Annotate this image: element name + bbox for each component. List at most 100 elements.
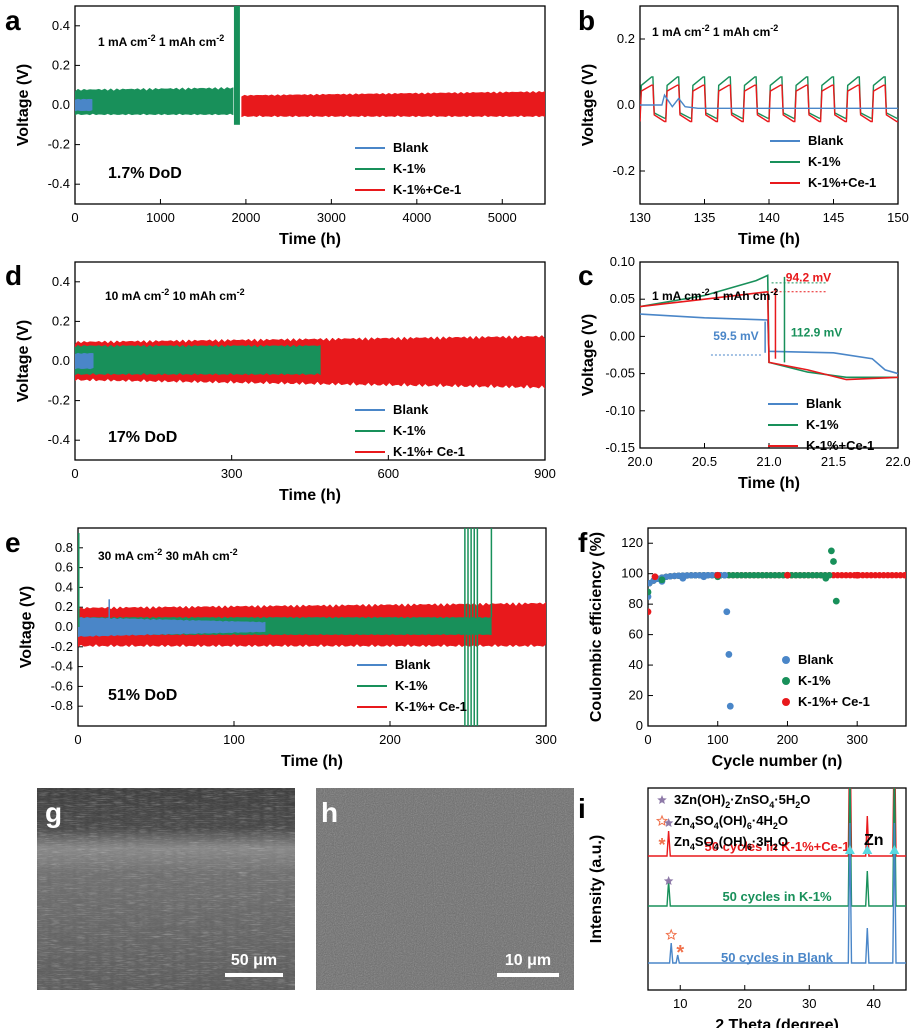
y-axis-title: Voltage (V) xyxy=(15,320,32,402)
zn-triangle-marker xyxy=(889,845,900,854)
series-line-Blank xyxy=(640,93,898,109)
plot-frame xyxy=(647,787,907,991)
zn-triangle-marker xyxy=(862,845,873,854)
xrd-pattern xyxy=(648,788,906,907)
star-marker xyxy=(663,876,674,885)
y-tick-label: 0.0 xyxy=(55,619,73,634)
chart-panel-i: i 10 20 30 40 2 Theta (degree) Intensity (a.u.… xyxy=(578,787,907,1028)
y-tick-label: 0.2 xyxy=(52,57,70,72)
x-tick-label: 3000 xyxy=(317,210,346,225)
x-tick-label: 300 xyxy=(846,732,868,747)
xrd-label: 50 cycles in Blank xyxy=(721,950,834,965)
plot-area xyxy=(75,335,545,390)
data-point xyxy=(651,573,659,581)
x-tick-label: 22.0 xyxy=(885,454,910,469)
plot-area xyxy=(648,547,906,710)
plot-area xyxy=(640,76,898,123)
y-tick-label: 0.8 xyxy=(55,540,73,555)
y-tick-label: 40 xyxy=(629,657,643,672)
scale-label-h: 10 μm xyxy=(505,952,551,969)
legend-label: K-1% xyxy=(393,161,426,176)
panel-label-g: g xyxy=(45,797,62,828)
x-axis-title: Time (h) xyxy=(281,753,343,770)
y-tick-label: -0.10 xyxy=(605,403,635,418)
y-axis-title: Voltage (V) xyxy=(580,64,597,146)
x-tick-label: 40 xyxy=(867,996,881,1011)
y-tick-label: -0.2 xyxy=(48,393,70,408)
chart-panel-b: b 130 135 140 145 150 -0.2 0.0 0.2 Time (h) Voltag… xyxy=(578,5,909,248)
y-tick-label: 0.4 xyxy=(55,579,73,594)
y-tick-label: 100 xyxy=(621,566,643,581)
sem-image-h: h 10 μm xyxy=(316,788,574,990)
x-axis-title: Time (h) xyxy=(738,475,800,492)
legend-marker xyxy=(782,698,790,706)
xrd-label: 50 cycles in K-1% xyxy=(722,889,832,904)
plot-area xyxy=(75,6,545,125)
y-tick-label: 0.4 xyxy=(52,274,70,289)
legend-entry: Zn4SO4(OH)6·3H2O xyxy=(674,834,788,852)
x-tick-label: 300 xyxy=(221,466,243,481)
y-axis-title: Voltage (V) xyxy=(18,586,35,668)
data-point xyxy=(726,702,734,710)
x-tick-label: 5000 xyxy=(488,210,517,225)
legend-marker xyxy=(782,656,790,664)
y-tick-label: 0.2 xyxy=(55,599,73,614)
xrd-pattern xyxy=(648,822,906,964)
annotation-59-5mV: 59.5 mV xyxy=(713,329,758,343)
legend-entry: 3Zn(OH)2·ZnSO4·5H2O xyxy=(674,792,810,810)
plot-area xyxy=(648,788,906,964)
data-point xyxy=(832,597,840,605)
y-tick-label: -0.05 xyxy=(605,366,635,381)
data-point xyxy=(679,574,687,582)
plot-area xyxy=(78,528,546,726)
legend-star: * xyxy=(658,835,665,855)
y-tick-label: -0.6 xyxy=(51,678,73,693)
x-tick-label: 1000 xyxy=(146,210,175,225)
y-tick-label: 60 xyxy=(629,627,643,642)
y-axis-title: Voltage (V) xyxy=(15,64,32,146)
y-tick-label: 0.0 xyxy=(52,97,70,112)
legend-label: K-1% xyxy=(395,678,428,693)
data-point xyxy=(658,576,666,584)
scale-label-g: 50 μm xyxy=(231,952,277,969)
x-axis-title: Time (h) xyxy=(279,487,341,504)
panel-label-a: a xyxy=(5,5,21,36)
data-point xyxy=(853,571,861,579)
data-point xyxy=(784,571,791,579)
series-line-K-1%+Ce-1 xyxy=(640,84,898,123)
data-point xyxy=(714,571,722,579)
legend-label: Blank xyxy=(393,402,429,417)
legend-label: K-1% xyxy=(806,417,839,432)
legend-label: Blank xyxy=(393,140,429,155)
x-tick-label: 145 xyxy=(823,210,845,225)
x-tick-label: 600 xyxy=(377,466,399,481)
legend-label: K-1%+ Ce-1 xyxy=(798,694,870,709)
legend-label: K-1%+Ce-1 xyxy=(806,438,874,453)
y-tick-label: 0.10 xyxy=(610,254,635,269)
y-tick-label: -0.8 xyxy=(51,698,73,713)
x-tick-label: 4000 xyxy=(402,210,431,225)
plot-area xyxy=(640,274,898,381)
x-tick-label: 100 xyxy=(707,732,729,747)
annotation-112-9mV: 112.9 mV xyxy=(791,325,842,339)
x-axis-title: Time (h) xyxy=(279,231,341,248)
series-band-Blank xyxy=(78,616,266,638)
sem-image-g: g 50 μm xyxy=(37,788,295,990)
legend-label: K-1%+ Ce-1 xyxy=(395,699,467,714)
series-band-Blank xyxy=(75,98,93,112)
x-tick-label: 200 xyxy=(777,732,799,747)
panel-label-i: i xyxy=(578,793,586,824)
panel-label-d: d xyxy=(5,260,22,291)
x-tick-label: 150 xyxy=(887,210,909,225)
zn-triangle-marker xyxy=(844,845,855,854)
star-marker: * xyxy=(676,942,684,964)
chart-panel-a: a 0 1000 2000 3000 4000 5000 -0.4 -0.2 0.0 0.2 0.4 T… xyxy=(5,5,546,248)
x-tick-label: 21.5 xyxy=(821,454,846,469)
y-tick-label: 0.6 xyxy=(55,560,73,575)
x-tick-label: 10 xyxy=(673,996,687,1011)
data-point xyxy=(700,573,708,581)
y-tick-label: 120 xyxy=(621,535,643,550)
y-tick-label: -0.2 xyxy=(51,639,73,654)
series-line-K-1%+Ce-1 xyxy=(640,290,898,381)
x-tick-label: 2000 xyxy=(231,210,260,225)
